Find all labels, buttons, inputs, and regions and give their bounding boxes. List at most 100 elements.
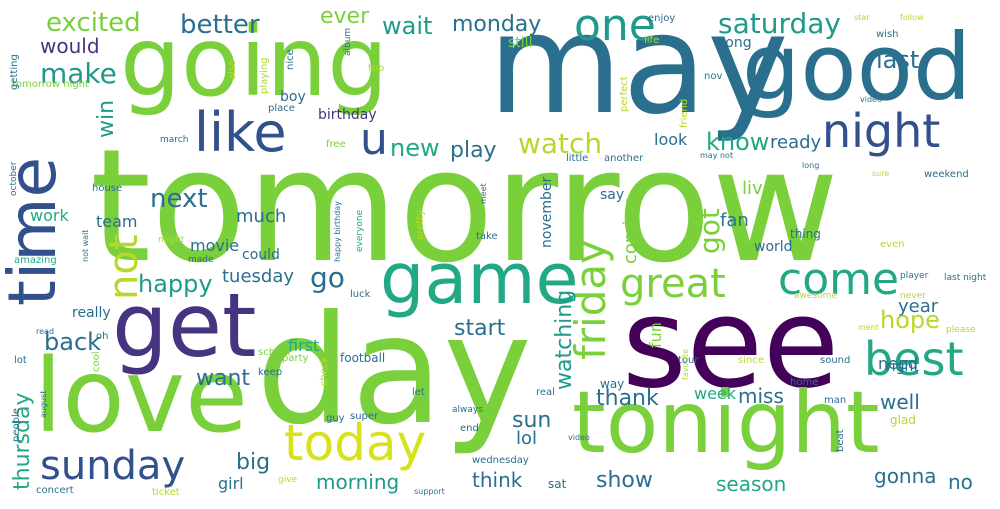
word-luck: luck [350, 289, 371, 300]
word-ever: ever [320, 4, 370, 29]
word-going: going [120, 6, 389, 118]
word-night: night [822, 104, 941, 158]
word-beat: beat [835, 429, 846, 452]
word-video: video [860, 95, 882, 104]
word-see: see [622, 272, 840, 416]
word-watch: watch [518, 127, 603, 160]
word-watching: watching [552, 289, 577, 390]
word-star: star [854, 13, 870, 22]
word-game: game [380, 238, 579, 320]
word-life: life [644, 35, 660, 46]
word-october: october [9, 161, 19, 196]
word-well: well [880, 390, 920, 414]
word-pretty: pretty [415, 209, 426, 240]
word-party: party [282, 353, 309, 364]
word-free: free [326, 139, 346, 150]
word-last-night: last night [944, 273, 987, 283]
word-give: give [278, 475, 298, 485]
word-still: still [508, 35, 533, 51]
word-football: football [340, 351, 386, 365]
word-playing: playing [259, 57, 270, 94]
word-hope: hope [880, 306, 940, 334]
word-awesome: awesome [794, 291, 837, 301]
word-tonight: tonight [572, 373, 880, 473]
word-sun: sun [512, 408, 552, 433]
word-love: love [34, 337, 248, 456]
word-play: play [450, 138, 497, 163]
word-lol: lol [516, 428, 538, 449]
word-school: school [258, 347, 291, 358]
word-little: little [566, 153, 589, 164]
word-amazing: amazing [14, 255, 57, 266]
word-ment: ment [858, 323, 879, 332]
word-wednesday: wednesday [472, 455, 529, 466]
word-album: album [343, 27, 353, 56]
word-take: take [476, 231, 498, 242]
word-need: need [878, 354, 918, 373]
word-support: support [414, 487, 445, 496]
word-come: come [778, 254, 900, 305]
word-even: even [880, 239, 905, 250]
word-cool: cool [91, 351, 102, 372]
word-u: u [360, 114, 388, 165]
word-super: super [350, 411, 379, 422]
word-another: another [604, 153, 644, 164]
word-house: house [92, 183, 123, 194]
word-nov: nov [704, 71, 723, 82]
word-thank: thank [596, 386, 659, 411]
word-november: november [539, 176, 555, 248]
word-think: think [472, 468, 523, 492]
word-great: great [620, 261, 726, 307]
word-end: end [460, 423, 479, 434]
word-start: start [454, 316, 506, 341]
word-week: week [694, 384, 737, 403]
word-know: know [706, 128, 770, 156]
word-say: say [600, 187, 625, 203]
word-lot: lot [14, 355, 27, 366]
word-one: one [574, 0, 656, 51]
word-back: back [44, 328, 102, 356]
word-let: let [412, 387, 425, 398]
word-wait: wait [382, 12, 433, 40]
word-oh: oh [96, 331, 109, 342]
word-monday: monday [452, 12, 542, 37]
word-girl: girl [218, 474, 244, 493]
word-ready: ready [770, 132, 822, 153]
word-win: win [94, 99, 119, 138]
word-ticket: ticket [152, 487, 180, 498]
word-check: check [319, 356, 330, 386]
word-might: might [158, 235, 185, 245]
word-place: place [268, 103, 295, 114]
word-glad: glad [890, 413, 916, 427]
word-year: year [898, 296, 939, 317]
word-could: could [242, 247, 280, 263]
word-never: never [900, 291, 926, 301]
word-tomorrow-night: tomorrow night [12, 79, 89, 90]
word-getting: getting [9, 54, 20, 90]
word-saturday: saturday [718, 7, 841, 40]
word-perfect: perfect [619, 76, 630, 112]
word-also: also [227, 59, 238, 80]
word-way: way [600, 377, 625, 391]
word-birthday: birthday [318, 107, 377, 123]
word-movie: movie [190, 236, 240, 255]
word-player: player [900, 271, 929, 281]
word-miss: miss [738, 384, 784, 408]
word-boy: boy [280, 89, 306, 105]
word-enjoy: enjoy [648, 13, 676, 24]
word-long: long [802, 161, 820, 170]
word-no: no [948, 470, 973, 494]
word-better: better [180, 10, 260, 40]
word-fun: fun [646, 322, 665, 348]
word-march: march [160, 135, 189, 145]
word-work: work [30, 206, 69, 225]
word-tuesday: tuesday [222, 266, 295, 287]
word-like: like [194, 101, 287, 164]
word-fan: fan [720, 210, 749, 231]
word-look: look [654, 130, 688, 149]
word-thing: thing [790, 227, 821, 241]
word-excited: excited [46, 8, 141, 38]
word-nice: nice [285, 49, 296, 70]
word-meet: meet [479, 183, 488, 204]
word-may-not: may not [700, 151, 734, 160]
